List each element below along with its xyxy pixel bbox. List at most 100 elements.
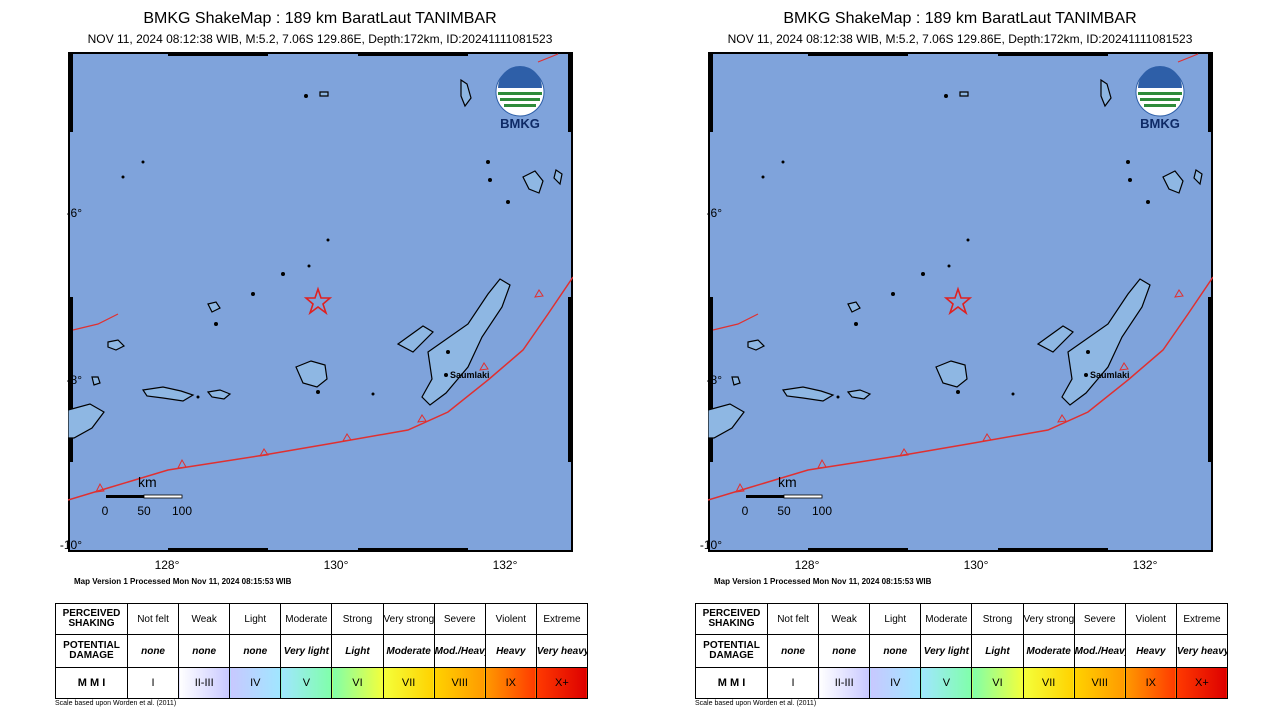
mmi-cell: IX (1124, 667, 1177, 699)
epicenter-star[interactable] (943, 286, 973, 316)
islands (708, 78, 1203, 439)
mmi-cell: VII (382, 667, 435, 699)
mmi-cell: IV (229, 667, 282, 699)
shaking-cell: Strong (971, 603, 1024, 635)
map-version: Map Version 1 Processed Mon Nov 11, 2024… (74, 577, 292, 586)
shaking-row: PERCEIVED SHAKING Not felt Weak Light Modera… (695, 603, 1229, 635)
mmi-row: M M I I II-III IV V VI VII VIII IX X+ (55, 667, 589, 699)
mmi-row: M M I I II-III IV V VI VII VIII IX X+ (695, 667, 1229, 699)
shaking-cell: Light (869, 603, 922, 635)
damage-cell: Mod./Heavy (433, 634, 486, 668)
row-label-mmi: M M I (695, 667, 768, 699)
city-label: Saumlaki (1090, 370, 1130, 380)
shaking-cell: Extreme (1175, 603, 1229, 635)
damage-cell: Very heavy (535, 634, 589, 668)
lat-tick: -6° (706, 206, 722, 220)
shaking-cell: Weak (178, 603, 231, 635)
damage-cell: none (126, 634, 180, 668)
lat-tick: -8° (66, 373, 82, 387)
shaking-cell: Weak (818, 603, 871, 635)
mmi-cell: VII (1022, 667, 1075, 699)
row-label-shaking: PERCEIVED SHAKING (55, 603, 128, 635)
mmi-cell: VIII (1073, 667, 1126, 699)
mmi-cell: V (920, 667, 973, 699)
city-marker (444, 373, 448, 377)
mmi-cell: VIII (433, 667, 486, 699)
map-title: BMKG ShakeMap : 189 km BaratLaut TANIMBA… (783, 10, 1137, 27)
shakemap-panel-right: BMKG ShakeMap : 189 km BaratLaut TANIMBA… (690, 0, 1270, 720)
fault-line-ne (1177, 53, 1199, 63)
mmi-legend-table: PERCEIVED SHAKING Not felt Weak Light Modera… (695, 603, 1229, 699)
damage-cell: Heavy (1124, 634, 1177, 668)
damage-cell: none (178, 634, 231, 668)
shaking-cell: Violent (1124, 603, 1177, 635)
damage-cell: Mod./Heavy (1073, 634, 1126, 668)
scale-bar: km 0 50 100 (742, 474, 833, 518)
lon-tick: 128° (794, 558, 820, 572)
mmi-cell: IV (869, 667, 922, 699)
map-area[interactable]: Saumlaki BMKG km 0 50 100 (68, 52, 573, 552)
scale-label: 100 (172, 504, 192, 518)
shaking-cell: Not felt (126, 603, 180, 635)
damage-row: POTENTIAL DAMAGE none none none Very light Li… (695, 634, 1229, 668)
row-label-damage: POTENTIAL DAMAGE (695, 634, 768, 668)
trench-line (708, 276, 1213, 501)
lat-tick: -10° (59, 538, 82, 552)
fault-line-west (712, 313, 759, 331)
damage-cell: Heavy (484, 634, 537, 668)
logo-text: BMKG (1140, 116, 1180, 131)
islands (68, 78, 563, 439)
scale-label: 50 (777, 504, 791, 518)
logo-text: BMKG (500, 116, 540, 131)
damage-cell: Light (331, 634, 384, 668)
scale-label: 100 (812, 504, 832, 518)
shaking-cell: Not felt (766, 603, 820, 635)
mmi-cell: II-III (818, 667, 871, 699)
lon-tick: 132° (492, 558, 518, 572)
damage-cell: none (869, 634, 922, 668)
scale-note: Scale based upon Worden et al. (2011) (695, 700, 817, 707)
scale-note: Scale based upon Worden et al. (2011) (55, 700, 177, 707)
damage-cell: Light (971, 634, 1024, 668)
fault-line-ne (537, 53, 559, 63)
row-label-shaking: PERCEIVED SHAKING (695, 603, 768, 635)
fault-line-west (72, 313, 119, 331)
damage-cell: none (818, 634, 871, 668)
lat-tick: -8° (706, 373, 722, 387)
shaking-cell: Extreme (535, 603, 589, 635)
mmi-cell: I (126, 667, 180, 699)
city-label: Saumlaki (450, 370, 490, 380)
small-islets (121, 94, 510, 399)
mmi-cell: X+ (535, 667, 589, 699)
city-marker (1084, 373, 1088, 377)
map-version: Map Version 1 Processed Mon Nov 11, 2024… (714, 577, 932, 586)
shaking-cell: Violent (484, 603, 537, 635)
lon-tick: 130° (323, 558, 349, 572)
mmi-cell: X+ (1175, 667, 1229, 699)
lat-tick: -6° (66, 206, 82, 220)
scale-bar: km 0 50 100 (102, 474, 193, 518)
shaking-cell: Moderate (920, 603, 973, 635)
mmi-cell: II-III (178, 667, 231, 699)
shaking-cell: Very strong (1022, 603, 1075, 635)
shaking-row: PERCEIVED SHAKING Not felt Weak Light Modera… (55, 603, 589, 635)
mmi-cell: I (766, 667, 820, 699)
small-islets (761, 94, 1150, 399)
scale-label: 0 (742, 504, 749, 518)
lat-tick: -10° (699, 538, 722, 552)
lon-tick: 130° (963, 558, 989, 572)
epicenter-star[interactable] (303, 286, 333, 316)
shaking-cell: Light (229, 603, 282, 635)
trench-line (68, 276, 573, 501)
map-area[interactable]: Saumlaki BMKG km 0 50 100 (708, 52, 1213, 552)
shaking-cell: Moderate (280, 603, 333, 635)
map-title: BMKG ShakeMap : 189 km BaratLaut TANIMBA… (143, 10, 497, 27)
mmi-cell: IX (484, 667, 537, 699)
row-label-damage: POTENTIAL DAMAGE (55, 634, 128, 668)
scale-label: 50 (137, 504, 151, 518)
mmi-cell: VI (331, 667, 384, 699)
lon-tick: 128° (154, 558, 180, 572)
damage-cell: Moderate (1022, 634, 1075, 668)
damage-cell: none (229, 634, 282, 668)
mmi-cell: VI (971, 667, 1024, 699)
